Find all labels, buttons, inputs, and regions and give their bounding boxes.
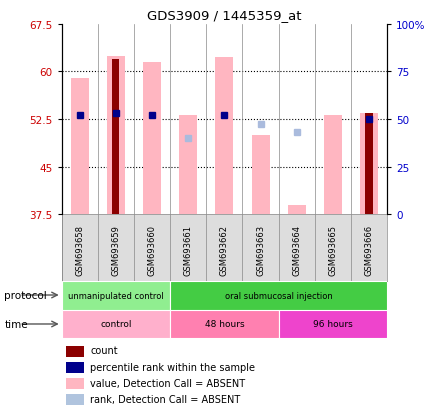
- Bar: [62, 310, 170, 339]
- Bar: [107, 57, 125, 215]
- Text: GSM693666: GSM693666: [365, 225, 374, 275]
- Bar: [170, 310, 279, 339]
- Bar: [66, 362, 84, 373]
- Bar: [279, 310, 387, 339]
- Bar: [66, 394, 84, 406]
- Text: count: count: [90, 346, 118, 356]
- Text: GSM693660: GSM693660: [147, 225, 157, 275]
- Bar: [71, 78, 89, 215]
- Bar: [215, 58, 234, 215]
- Text: time: time: [4, 319, 28, 329]
- Text: unmanipulated control: unmanipulated control: [68, 291, 164, 300]
- Text: value, Detection Call = ABSENT: value, Detection Call = ABSENT: [90, 378, 246, 388]
- Title: GDS3909 / 1445359_at: GDS3909 / 1445359_at: [147, 9, 302, 22]
- Bar: [179, 115, 197, 215]
- Text: GSM693665: GSM693665: [328, 225, 337, 275]
- Text: GSM693661: GSM693661: [184, 225, 193, 275]
- Bar: [288, 205, 306, 215]
- Text: protocol: protocol: [4, 290, 47, 300]
- Bar: [360, 114, 378, 215]
- Text: GSM693662: GSM693662: [220, 225, 229, 275]
- Text: percentile rank within the sample: percentile rank within the sample: [90, 362, 255, 372]
- Bar: [170, 281, 387, 310]
- Text: GSM693659: GSM693659: [111, 225, 121, 275]
- Bar: [252, 135, 270, 215]
- Text: oral submucosal injection: oral submucosal injection: [225, 291, 333, 300]
- Bar: [324, 115, 342, 215]
- Text: GSM693658: GSM693658: [75, 225, 84, 275]
- Text: 96 hours: 96 hours: [313, 320, 353, 329]
- Bar: [366, 114, 373, 215]
- Bar: [66, 346, 84, 357]
- Text: GSM693663: GSM693663: [256, 225, 265, 275]
- Bar: [62, 281, 170, 310]
- Bar: [66, 378, 84, 389]
- Text: control: control: [100, 320, 132, 329]
- Text: GSM693664: GSM693664: [292, 225, 301, 275]
- Bar: [143, 63, 161, 215]
- Bar: [112, 59, 120, 215]
- Text: rank, Detection Call = ABSENT: rank, Detection Call = ABSENT: [90, 394, 240, 404]
- Text: 48 hours: 48 hours: [205, 320, 244, 329]
